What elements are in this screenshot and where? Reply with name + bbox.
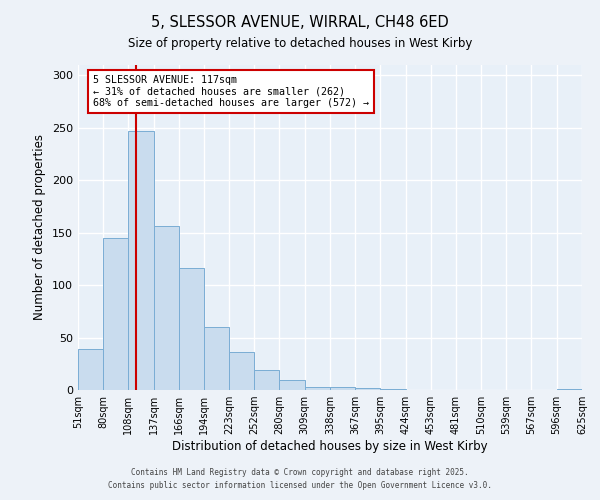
Bar (254, 370, 279, 390)
Text: Size of property relative to detached houses in West Kirby: Size of property relative to detached ho… (128, 38, 472, 51)
X-axis label: Distribution of detached houses by size in West Kirby: Distribution of detached houses by size … (172, 440, 488, 453)
Bar (179, 268, 203, 390)
Text: 5, SLESSOR AVENUE, WIRRAL, CH48 6ED: 5, SLESSOR AVENUE, WIRRAL, CH48 6ED (151, 15, 449, 30)
Text: 5 SLESSOR AVENUE: 117sqm
← 31% of detached houses are smaller (262)
68% of semi-: 5 SLESSOR AVENUE: 117sqm ← 31% of detach… (93, 74, 369, 108)
Bar (78, 349, 103, 390)
Bar (229, 352, 254, 390)
Bar (557, 389, 582, 390)
Text: Contains HM Land Registry data © Crown copyright and database right 2025.
Contai: Contains HM Land Registry data © Crown c… (108, 468, 492, 489)
Y-axis label: Number of detached properties: Number of detached properties (34, 134, 46, 320)
Bar (128, 131, 154, 390)
Bar (279, 380, 305, 390)
Bar (380, 389, 406, 390)
Bar (330, 387, 355, 390)
Bar (355, 388, 380, 390)
Bar (203, 327, 229, 390)
Bar (154, 226, 179, 390)
Bar (305, 387, 330, 390)
Bar (103, 238, 128, 390)
